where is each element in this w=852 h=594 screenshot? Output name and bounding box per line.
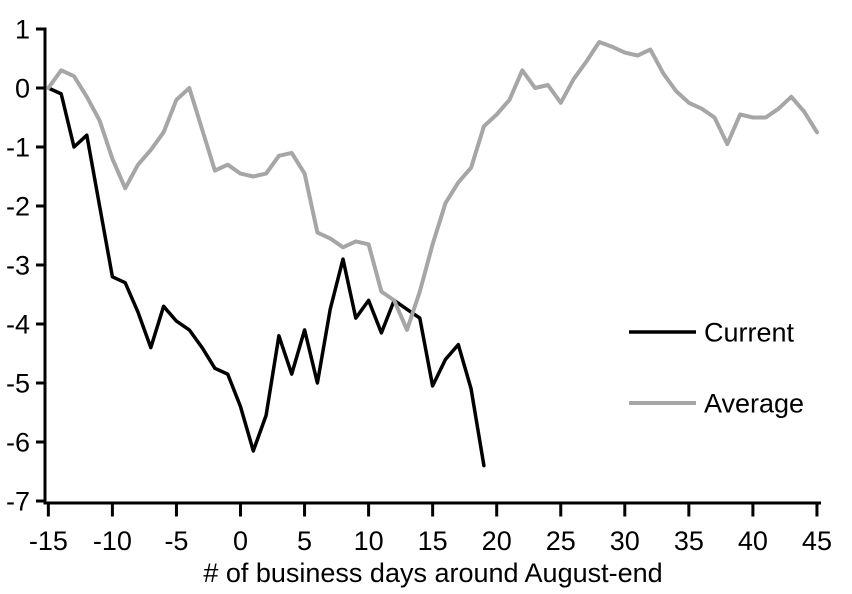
series-line-average [46,40,819,332]
x-tick-label: 30 [610,526,640,556]
x-tick-label: -15 [29,526,68,556]
y-tick-label: -1 [6,133,30,163]
plot-series [46,40,819,468]
x-tick-label: 0 [233,526,248,556]
y-tick-label: 0 [15,74,30,104]
x-tick-label: 35 [674,526,704,556]
x-tick-label: 45 [802,526,832,556]
legend-label-average: Average [704,389,804,419]
x-axis-title: # of business days around August-end [203,558,662,588]
y-tick-label: -2 [6,192,30,222]
x-tick-label: -5 [164,526,188,556]
y-tick-label: -4 [6,310,30,340]
y-tick-label: 1 [15,15,30,45]
y-tick-label: -3 [6,251,30,281]
x-axis-ticks: -15 -10 -5 0 5 10 15 20 25 30 35 40 45 [29,503,832,556]
x-tick-label: 20 [482,526,512,556]
x-tick-label: 5 [297,526,312,556]
legend: Current Average [629,318,804,419]
y-tick-label: -6 [6,428,30,458]
x-tick-label: 25 [546,526,576,556]
y-tick-label: -7 [6,487,30,517]
x-tick-label: 40 [738,526,768,556]
legend-label-current: Current [704,318,795,348]
y-tick-label: -5 [6,369,30,399]
x-tick-label: 10 [354,526,384,556]
y-axis-ticks: 1 0 -1 -2 -3 -4 -5 -6 -7 [6,15,45,517]
x-tick-label: -10 [93,526,132,556]
x-tick-label: 15 [418,526,448,556]
series-line-current [46,86,486,468]
